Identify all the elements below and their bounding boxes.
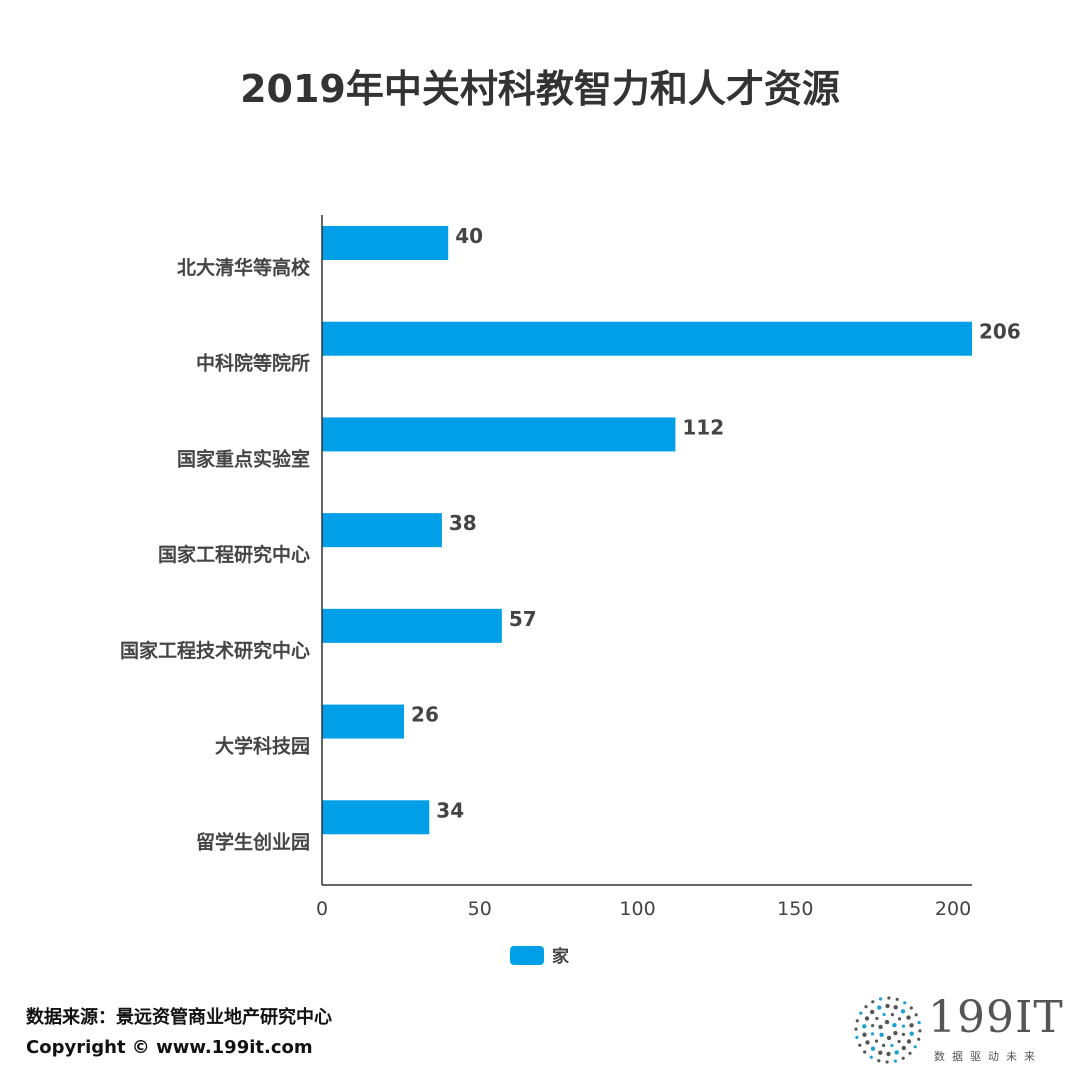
logo-tagline: 数据驱动未来 — [934, 1050, 1042, 1063]
bar — [322, 608, 502, 643]
logo-dot — [879, 997, 883, 1001]
bar — [322, 704, 405, 739]
logo-dot — [900, 1009, 906, 1014]
logo-dot — [871, 1000, 875, 1004]
logo-dot — [884, 1019, 890, 1025]
logo-dot — [913, 1045, 917, 1049]
data-label: 57 — [509, 607, 537, 631]
logo-dot — [909, 1031, 914, 1036]
logo-dot — [909, 1023, 914, 1028]
category-label: 留学生创业园 — [196, 830, 310, 853]
chart-title: 2019年中关村科教智力和人才资源 — [240, 67, 840, 111]
category-label: 国家重点实验室 — [177, 447, 310, 470]
logo-dot — [877, 1005, 882, 1010]
logo-dot — [882, 1043, 886, 1047]
logo-dot — [887, 996, 891, 1000]
logo-dot — [878, 1050, 883, 1055]
logo-dot — [886, 1051, 891, 1057]
logo-dot — [895, 997, 899, 1001]
bar — [322, 800, 430, 835]
logo-dot — [892, 1023, 897, 1028]
logo-dot — [875, 1016, 879, 1021]
logo-dot — [862, 1032, 867, 1037]
category-label: 国家工程技术研究中心 — [120, 639, 310, 662]
logo-dot — [890, 1043, 894, 1048]
logo-dot — [871, 1024, 875, 1028]
logo-dot — [893, 1005, 898, 1010]
logo-dot — [917, 1037, 921, 1041]
logo-dot — [909, 1006, 913, 1010]
legend-label: 家 — [552, 946, 569, 967]
bar — [322, 513, 442, 548]
logo-dot — [862, 1024, 867, 1029]
source-note: 数据来源：景远资管商业地产研究中心 — [26, 1007, 332, 1028]
logo-dot — [855, 1035, 859, 1039]
x-tick-label: 200 — [935, 898, 971, 920]
logo-dot — [859, 1011, 863, 1015]
logo-dot — [901, 1045, 906, 1051]
logo-dot — [908, 1051, 912, 1055]
logo-dot — [897, 1017, 902, 1021]
logo-dot — [914, 1013, 918, 1017]
logo-dot — [885, 1060, 889, 1064]
logo-dot — [918, 1029, 922, 1033]
brand-logo: 199IT 数据驱动未来 — [848, 990, 1063, 1070]
logo-dot — [885, 1003, 890, 1009]
logo-dot — [897, 1039, 901, 1044]
logo-dot — [855, 1019, 859, 1023]
logo-dot — [906, 1039, 912, 1044]
data-label: 26 — [411, 703, 439, 727]
logo-dot — [906, 1015, 911, 1020]
logo-dot — [864, 1016, 870, 1021]
logo-dot — [878, 1024, 883, 1030]
logo-dot — [869, 1055, 873, 1059]
logo-dot — [893, 1059, 897, 1063]
logo-dot — [903, 1001, 907, 1005]
data-label: 40 — [455, 224, 483, 248]
logo-dot — [882, 1012, 886, 1017]
category-label: 中科院等院所 — [196, 352, 310, 375]
logo-dot — [890, 1013, 894, 1017]
logo-dot — [901, 1032, 905, 1036]
logo-dot — [870, 1032, 875, 1036]
logo-dots-icon — [854, 996, 922, 1064]
x-tick-label: 50 — [468, 898, 492, 920]
logo-dot — [879, 1032, 884, 1037]
logo-dot — [858, 1043, 862, 1047]
bar — [322, 417, 676, 452]
logo-dot — [870, 1009, 875, 1015]
logo-dot — [893, 1030, 898, 1036]
category-label: 北大清华等高校 — [177, 256, 311, 279]
x-tick-label: 100 — [619, 898, 655, 920]
logo-dot — [865, 1040, 870, 1045]
copyright-note: Copyright © www.199it.com — [26, 1037, 313, 1058]
x-tick-label: 0 — [316, 898, 328, 920]
legend-swatch — [510, 946, 544, 965]
logo-dot — [870, 1046, 876, 1051]
logo-dot — [864, 1005, 868, 1009]
x-tick-label: 150 — [777, 898, 813, 920]
data-label: 34 — [436, 798, 464, 822]
logo-text: 199IT — [928, 992, 1064, 1043]
data-label: 38 — [449, 511, 477, 535]
bar — [322, 226, 449, 260]
logo-dot — [863, 1050, 867, 1054]
category-label: 国家工程研究中心 — [158, 543, 310, 566]
data-label: 112 — [682, 415, 724, 439]
logo-dot — [917, 1021, 921, 1025]
logo-dot — [854, 1027, 858, 1031]
logo-dot — [894, 1050, 899, 1055]
logo-dot — [886, 1035, 892, 1041]
category-label: 大学科技园 — [215, 735, 310, 758]
logo-dot — [901, 1056, 905, 1060]
data-label: 206 — [979, 320, 1021, 344]
logo-dot — [874, 1039, 879, 1043]
logo-dot — [901, 1024, 906, 1028]
bar — [322, 321, 972, 356]
logo-dot — [877, 1059, 881, 1063]
